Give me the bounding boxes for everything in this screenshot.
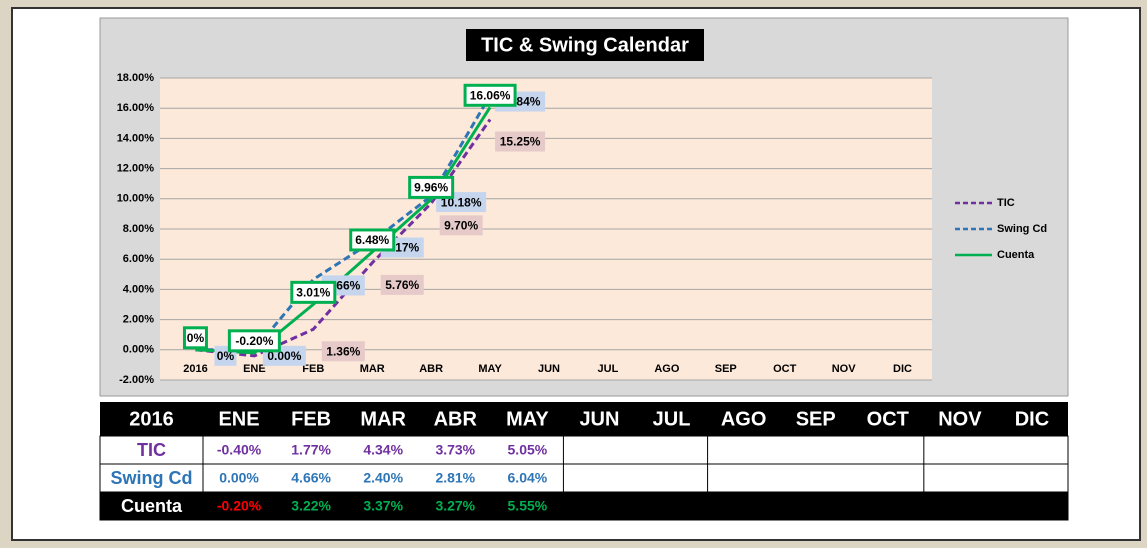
x-tick-label: JUN xyxy=(538,363,560,375)
table-cell: 1.77% xyxy=(291,442,331,458)
x-tick-label: ABR xyxy=(419,363,443,375)
y-tick-label: 8.00% xyxy=(123,223,154,235)
row-name: TIC xyxy=(137,440,166,460)
table-cell: 3.37% xyxy=(363,498,403,514)
table-cell: 5.05% xyxy=(508,442,548,458)
table-header: JUN xyxy=(579,408,619,430)
table-cell: 3.27% xyxy=(435,498,475,514)
data-label: 3.01% xyxy=(296,286,330,300)
data-label-box xyxy=(439,215,483,236)
data-label-box xyxy=(349,228,396,252)
x-tick-label: FEB xyxy=(302,363,324,375)
data-label: 9.70% xyxy=(444,219,478,233)
legend-label: Cuenta xyxy=(997,249,1035,261)
x-tick-label: 2016 xyxy=(183,363,207,375)
data-label: -0.20% xyxy=(235,334,273,348)
x-tick-label: MAR xyxy=(360,363,385,375)
data-label: 0% xyxy=(217,349,235,363)
data-label: 5.76% xyxy=(385,278,419,292)
y-tick-label: 6.00% xyxy=(123,253,154,265)
data-label: 6.48% xyxy=(355,233,389,247)
data-label-box xyxy=(290,280,337,304)
data-label-box xyxy=(495,131,546,152)
table-cell: 2.81% xyxy=(435,470,475,486)
y-tick-label: 0.00% xyxy=(123,344,154,356)
table-cell: 5.55% xyxy=(508,498,548,514)
x-tick-label: OCT xyxy=(773,363,797,375)
legend-label: TIC xyxy=(997,197,1015,209)
table-header: NOV xyxy=(938,408,982,430)
table-cell: 0.00% xyxy=(219,470,259,486)
data-label-box xyxy=(227,329,281,353)
data-label: 0% xyxy=(187,331,205,345)
data-label: 15.25% xyxy=(500,135,541,149)
x-tick-label: MAY xyxy=(478,363,502,375)
table-cell: -0.40% xyxy=(217,442,262,458)
table-cell: -0.20% xyxy=(217,498,262,514)
data-label: 16.06% xyxy=(470,88,511,102)
x-tick-label: DIC xyxy=(893,363,912,375)
data-label-box xyxy=(321,341,365,362)
y-tick-label: 4.00% xyxy=(123,283,154,295)
row-name: Swing Cd xyxy=(111,468,193,488)
table-cell: 3.22% xyxy=(291,498,331,514)
table-header: DIC xyxy=(1015,408,1049,430)
table-header: SEP xyxy=(796,408,836,430)
data-label-box xyxy=(408,175,455,199)
table-cell: 2.40% xyxy=(363,470,403,486)
data-label: 1.36% xyxy=(326,344,360,358)
table-header: JUL xyxy=(653,408,691,430)
table-header: ABR xyxy=(434,408,478,430)
table-header: MAR xyxy=(360,408,406,430)
legend-label: Swing Cd xyxy=(997,223,1047,235)
y-tick-label: -2.00% xyxy=(119,374,154,386)
y-tick-label: 10.00% xyxy=(117,193,155,205)
row-name: Cuenta xyxy=(121,496,183,516)
table-header: 2016 xyxy=(129,408,174,430)
data-label: 9.96% xyxy=(414,181,448,195)
x-tick-label: AGO xyxy=(654,363,680,375)
y-tick-label: 2.00% xyxy=(123,314,154,326)
title-box xyxy=(466,29,704,61)
table-row-bg xyxy=(99,491,1069,521)
table-header-bg xyxy=(100,402,1068,436)
data-label: 0.00% xyxy=(267,349,301,363)
data-label-box xyxy=(463,83,517,107)
table-cell: 4.66% xyxy=(291,470,331,486)
x-tick-label: ENE xyxy=(243,363,266,375)
table-cell: 4.34% xyxy=(363,442,403,458)
y-tick-label: 16.00% xyxy=(117,102,155,114)
data-label-box xyxy=(182,326,208,350)
x-tick-label: JUL xyxy=(598,363,619,375)
table-header: OCT xyxy=(867,408,909,430)
chart-title: TIC & Swing Calendar xyxy=(481,34,689,56)
x-tick-label: NOV xyxy=(832,363,857,375)
x-tick-label: SEP xyxy=(715,363,737,375)
table-cell: 6.04% xyxy=(508,470,548,486)
table-header: ENE xyxy=(218,408,259,430)
table-cell: 3.73% xyxy=(435,442,475,458)
y-tick-label: 18.00% xyxy=(117,72,155,84)
table-header: FEB xyxy=(291,408,331,430)
y-tick-label: 12.00% xyxy=(117,163,155,175)
table-header: AGO xyxy=(721,408,767,430)
y-tick-label: 14.00% xyxy=(117,132,155,144)
data-label-box xyxy=(380,274,424,295)
table-header: MAY xyxy=(506,408,549,430)
